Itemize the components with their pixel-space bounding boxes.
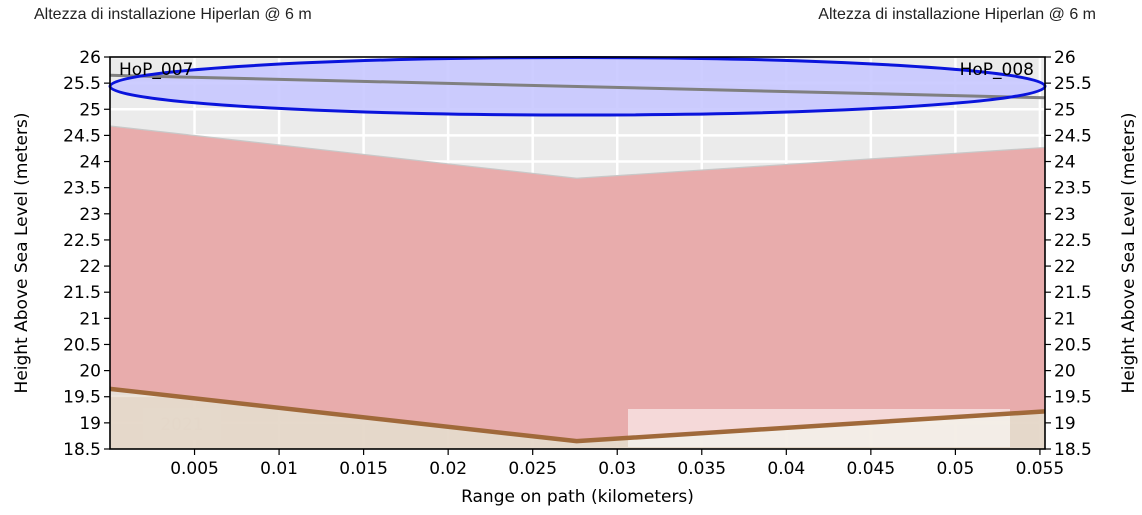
y-tick-label-right: 22	[1054, 257, 1076, 277]
y-tick-label-left: 26	[79, 48, 101, 68]
y-tick-label-right: 25.5	[1054, 74, 1092, 94]
x-tick-label: 0.035	[677, 459, 726, 479]
y-axis-left: 18.5 19 19.5 20 20.5 21 21.5 22 22.5 23 23.5 24 24.5…	[63, 48, 110, 460]
x-tick-label: 0.055	[1016, 459, 1065, 479]
y-tick-label-left: 20.5	[63, 335, 101, 355]
y-tick-label-left: 18.5	[63, 440, 101, 460]
y-tick-label-left: 24	[79, 153, 101, 173]
x-tick-label: 0.015	[339, 459, 388, 479]
y-tick-label-right: 24	[1054, 153, 1076, 173]
y-tick-label-left: 23	[79, 205, 101, 225]
y-tick-label-right: 24.5	[1054, 126, 1092, 146]
y-tick-label-right: 18.5	[1054, 440, 1092, 460]
x-tick-label: 0.02	[429, 459, 467, 479]
y-tick-label-right: 20	[1054, 362, 1076, 382]
endpoint-label-left: HoP_007	[119, 60, 193, 80]
endpoint-label-right: HoP_008	[960, 60, 1034, 80]
y-tick-label-right: 26	[1054, 48, 1076, 68]
obstruction-area	[110, 125, 1045, 442]
y-tick-label-left: 20	[79, 362, 101, 382]
y-tick-label-left: 21	[79, 309, 101, 329]
x-axis-label: Range on path (kilometers)	[461, 487, 694, 507]
y-tick-label-left: 19.5	[63, 388, 101, 408]
y-tick-label-left: 22	[79, 257, 101, 277]
x-tick-label: 0.03	[598, 459, 636, 479]
x-tick-label: 0.025	[508, 459, 557, 479]
y-tick-label-right: 22.5	[1054, 231, 1092, 251]
y-tick-label-right: 21.5	[1054, 283, 1092, 303]
x-tick-label: 0.04	[767, 459, 805, 479]
legend-box	[628, 409, 1010, 447]
y-tick-label-right: 23	[1054, 205, 1076, 225]
x-axis: 0.005 0.01 0.015 0.02 0.025 0.03 0.035 0.04 0.04…	[170, 449, 1064, 479]
y-tick-label-left: 22.5	[63, 231, 101, 251]
y-tick-label-left: 25	[79, 100, 101, 120]
y-tick-label-right: 19	[1054, 414, 1076, 434]
y-tick-label-right: 23.5	[1054, 179, 1092, 199]
y-axis-label-left: Height Above Sea Level (meters)	[12, 113, 32, 394]
y-tick-label-right: 25	[1054, 100, 1076, 120]
x-tick-label: 0.01	[260, 459, 298, 479]
header-left-title: Altezza di installazione Hiperlan @ 6 m	[34, 6, 312, 23]
line-of-sight	[109, 73, 1046, 100]
y-axis-right: 18.5 19 19.5 20 20.5 21 21.5 22 22.5 23 23.5 24 24.5…	[1045, 48, 1092, 460]
y-tick-label-left: 25.5	[63, 74, 101, 94]
plot-frame	[109, 56, 1046, 450]
y-axis-label-right: Height Above Sea Level (meters)	[1119, 113, 1139, 394]
y-tick-label-left: 19	[79, 414, 101, 434]
x-tick-label: 0.045	[847, 459, 896, 479]
x-tick-label: 0.05	[936, 459, 974, 479]
y-tick-label-left: 23.5	[63, 179, 101, 199]
y-tick-label-left: 24.5	[63, 126, 101, 146]
y-tick-label-left: 21.5	[63, 283, 101, 303]
header-right-title: Altezza di installazione Hiperlan @ 6 m	[818, 6, 1096, 23]
y-tick-label-right: 19.5	[1054, 388, 1092, 408]
x-tick-label: 0.005	[170, 459, 219, 479]
obstruction-top-line	[109, 125, 1046, 179]
y-tick-label-right: 20.5	[1054, 335, 1092, 355]
terrain-line	[109, 386, 1046, 444]
y-tick-label-right: 21	[1054, 309, 1076, 329]
